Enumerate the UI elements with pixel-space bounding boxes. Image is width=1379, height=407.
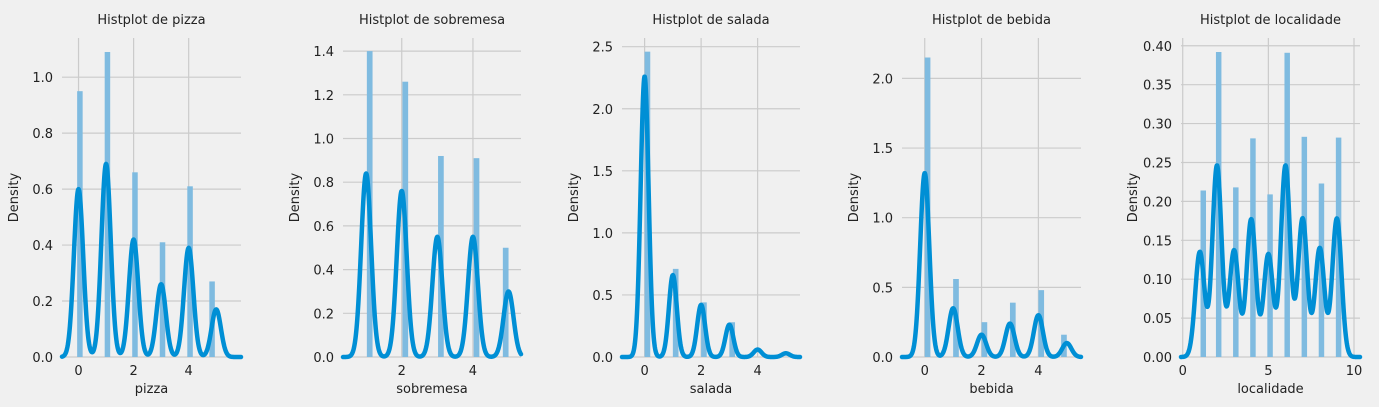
panel-2: 0.0 0.2 0.4 0.6 0.8 1.0 1.2 1.4 2 4 Histplot de so… bbox=[288, 13, 524, 397]
y-tick-label: 1.5 bbox=[592, 165, 613, 180]
x-tick-label: 4 bbox=[1034, 364, 1042, 379]
y-tick-label: 0.35 bbox=[1143, 79, 1172, 94]
x-tick-label: 5 bbox=[1264, 364, 1272, 379]
y-tick-label: 1.0 bbox=[32, 71, 53, 86]
y-tick-label: 0.30 bbox=[1143, 118, 1172, 133]
kde-line bbox=[340, 171, 524, 360]
x-tick-label: 2 bbox=[697, 364, 705, 379]
panel-1: 0.0 0.2 0.4 0.6 0.8 1.0 0 2 4 Histplot de pizza pi… bbox=[7, 13, 244, 397]
y-tick-label: 2.5 bbox=[592, 41, 613, 56]
x-tick-label: 2 bbox=[398, 364, 406, 379]
y-axis-label: Density bbox=[1126, 172, 1141, 222]
y-tick-label: 0.6 bbox=[32, 183, 53, 198]
x-tick-label: 4 bbox=[753, 364, 761, 379]
panel-title: Histplot de salada bbox=[652, 13, 769, 28]
kde-line bbox=[899, 171, 1084, 360]
x-tick-label: 4 bbox=[469, 364, 477, 379]
x-axis-label: bebida bbox=[969, 382, 1013, 397]
x-axis-label: salada bbox=[690, 382, 733, 397]
y-axis-label: Density bbox=[567, 172, 582, 222]
x-tick-label: 2 bbox=[129, 364, 137, 379]
panel-3: 0.0 0.5 1.0 1.5 2.0 2.5 0 2 4 Histplot de salada s… bbox=[567, 13, 803, 397]
y-tick-label: 0.20 bbox=[1143, 195, 1172, 210]
y-tick-label: 0.6 bbox=[313, 220, 334, 235]
y-tick-label: 1.2 bbox=[313, 89, 334, 104]
x-axis-label: sobremesa bbox=[396, 382, 467, 397]
y-tick-label: 0.4 bbox=[32, 239, 53, 254]
y-tick-label: 0.8 bbox=[32, 127, 53, 142]
y-tick-label: 1.0 bbox=[872, 212, 893, 227]
y-axis-label: Density bbox=[847, 172, 862, 222]
y-tick-label: 0.0 bbox=[592, 351, 613, 366]
panel-4: 0.0 0.5 1.0 1.5 2.0 0 2 4 Histplot de bebida bebi… bbox=[847, 13, 1084, 397]
y-tick-label: 0.25 bbox=[1143, 156, 1172, 171]
kde-line bbox=[59, 161, 244, 360]
y-axis-label: Density bbox=[288, 172, 303, 222]
y-tick-label: 0.05 bbox=[1143, 312, 1172, 327]
y-tick-label: 2.0 bbox=[872, 72, 893, 87]
y-tick-label: 0.0 bbox=[32, 351, 53, 366]
kde-line bbox=[619, 74, 803, 360]
y-tick-label: 0.0 bbox=[313, 351, 334, 366]
kde-line bbox=[1178, 163, 1363, 360]
y-tick-label: 0.00 bbox=[1143, 351, 1172, 366]
y-tick-label: 0.4 bbox=[313, 264, 334, 279]
x-tick-label: 0 bbox=[74, 364, 82, 379]
y-tick-label: 1.5 bbox=[872, 142, 893, 157]
y-tick-label: 0.40 bbox=[1143, 40, 1172, 55]
y-tick-label: 1.0 bbox=[592, 227, 613, 242]
y-tick-label: 0.5 bbox=[872, 281, 893, 296]
y-tick-label: 0.0 bbox=[872, 351, 893, 366]
y-tick-label: 0.2 bbox=[32, 295, 53, 310]
x-axis-label: localidade bbox=[1237, 382, 1303, 397]
y-tick-label: 1.0 bbox=[313, 133, 334, 148]
y-axis-label: Density bbox=[7, 172, 22, 222]
y-tick-label: 0.8 bbox=[313, 176, 334, 191]
panel-title: Histplot de bebida bbox=[932, 13, 1051, 28]
panel-title: Histplot de sobremesa bbox=[359, 13, 505, 28]
x-tick-label: 0 bbox=[640, 364, 648, 379]
y-tick-label: 2.0 bbox=[592, 103, 613, 118]
panel-title: Histplot de localidade bbox=[1200, 13, 1341, 28]
y-tick-label: 0.5 bbox=[592, 289, 613, 304]
y-tick-label: 0.10 bbox=[1143, 273, 1172, 288]
x-tick-label: 10 bbox=[1346, 364, 1363, 379]
x-tick-label: 0 bbox=[1179, 364, 1187, 379]
x-tick-label: 0 bbox=[921, 364, 929, 379]
x-axis-label: pizza bbox=[135, 382, 168, 397]
y-tick-label: 0.15 bbox=[1143, 234, 1172, 249]
y-tick-label: 0.2 bbox=[313, 307, 334, 322]
y-tick-label: 1.4 bbox=[313, 45, 334, 60]
panel-5: 0.00 0.05 0.10 0.15 0.20 0.25 0.30 0.35 0.40 0 5 10… bbox=[1126, 13, 1362, 397]
x-tick-label: 2 bbox=[977, 364, 985, 379]
panel-title: Histplot de pizza bbox=[97, 13, 205, 28]
x-tick-label: 4 bbox=[185, 364, 193, 379]
